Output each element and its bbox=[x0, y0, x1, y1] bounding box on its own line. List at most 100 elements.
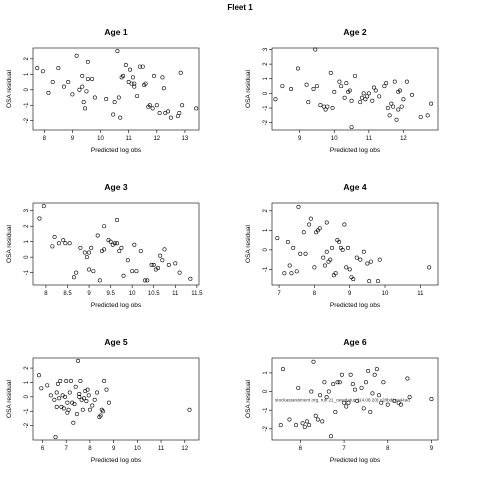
data-point bbox=[302, 424, 307, 429]
y-tick-label: -1 bbox=[263, 407, 269, 413]
data-point bbox=[138, 248, 143, 253]
data-point bbox=[149, 262, 154, 267]
data-point bbox=[52, 235, 57, 240]
data-point bbox=[74, 412, 79, 417]
data-point bbox=[399, 104, 404, 109]
data-point bbox=[87, 407, 92, 412]
y-tick-label: 2 bbox=[24, 224, 30, 228]
data-point bbox=[85, 59, 90, 64]
data-point bbox=[115, 218, 120, 223]
data-point bbox=[67, 241, 72, 246]
data-point bbox=[385, 402, 390, 407]
data-point bbox=[92, 397, 97, 402]
data-point bbox=[37, 216, 42, 221]
x-tick-label: 11 bbox=[126, 136, 133, 142]
data-point bbox=[307, 423, 312, 428]
data-point bbox=[90, 403, 95, 408]
data-point bbox=[50, 244, 55, 249]
x-tick-label: 8.5 bbox=[63, 291, 72, 297]
data-point bbox=[64, 379, 69, 384]
data-point bbox=[56, 66, 61, 71]
data-point bbox=[282, 271, 287, 276]
data-point bbox=[74, 53, 79, 58]
data-point bbox=[368, 259, 373, 264]
x-axis-label: Predicted log obs bbox=[330, 457, 381, 464]
y-tick-label: -1 bbox=[24, 102, 30, 108]
data-point bbox=[370, 391, 375, 396]
x-axis-label: Predicted log obs bbox=[330, 302, 381, 309]
data-point bbox=[61, 84, 66, 89]
x-axis-label: Predicted log obs bbox=[91, 457, 142, 464]
data-point bbox=[156, 265, 161, 270]
data-point bbox=[108, 239, 113, 244]
data-point bbox=[81, 100, 86, 105]
data-point bbox=[285, 240, 290, 245]
y-tick-label: 1 bbox=[24, 72, 30, 76]
data-point bbox=[289, 87, 294, 92]
data-point bbox=[294, 423, 299, 428]
data-point bbox=[111, 112, 116, 117]
data-point bbox=[358, 257, 363, 262]
x-tick-label: 11.5 bbox=[191, 291, 203, 297]
data-point bbox=[151, 73, 156, 78]
data-point bbox=[324, 395, 329, 400]
y-tick-label: -1 bbox=[263, 266, 269, 272]
data-point bbox=[379, 400, 384, 405]
data-point bbox=[39, 386, 44, 391]
y-axis-label: OSA residual bbox=[6, 69, 13, 107]
data-point bbox=[173, 261, 178, 266]
data-point bbox=[387, 113, 392, 118]
x-tick-label: 7 bbox=[342, 446, 346, 452]
x-tick-label: 11 bbox=[417, 291, 424, 297]
data-point bbox=[344, 265, 349, 270]
data-point bbox=[365, 94, 370, 99]
data-point bbox=[77, 394, 82, 399]
data-point bbox=[339, 372, 344, 377]
data-point bbox=[324, 249, 329, 254]
data-point bbox=[73, 384, 78, 389]
data-point bbox=[85, 76, 90, 81]
x-tick-label: 11 bbox=[366, 136, 373, 142]
panel-title: Age 4 bbox=[343, 182, 366, 192]
data-point bbox=[278, 423, 283, 428]
x-tick-label: 6 bbox=[41, 446, 45, 452]
data-point bbox=[132, 242, 137, 247]
data-point bbox=[65, 400, 70, 405]
data-point bbox=[407, 395, 412, 400]
data-point bbox=[301, 230, 306, 235]
x-tick-label: 10 bbox=[331, 136, 338, 142]
data-point bbox=[52, 397, 57, 402]
y-tick-label: 0 bbox=[263, 91, 269, 95]
data-point bbox=[394, 117, 399, 122]
data-point bbox=[53, 435, 58, 440]
y-axis-label: OSA residual bbox=[245, 379, 252, 417]
data-point bbox=[375, 279, 380, 284]
data-point bbox=[382, 84, 387, 89]
data-point bbox=[381, 380, 386, 385]
data-point bbox=[95, 233, 100, 238]
y-tick-label: 3 bbox=[263, 47, 269, 51]
data-point bbox=[134, 269, 139, 274]
data-point bbox=[87, 267, 92, 272]
data-point bbox=[295, 66, 300, 71]
data-point bbox=[314, 84, 319, 89]
data-point bbox=[71, 420, 76, 425]
data-point bbox=[330, 106, 335, 111]
data-point bbox=[50, 80, 55, 85]
data-point bbox=[318, 103, 323, 108]
data-point bbox=[58, 379, 63, 384]
data-point bbox=[352, 387, 357, 392]
data-point bbox=[404, 79, 409, 84]
data-point bbox=[287, 417, 292, 422]
plot-frame bbox=[271, 47, 439, 131]
data-point bbox=[298, 251, 303, 256]
data-point bbox=[178, 70, 183, 75]
data-point bbox=[385, 106, 390, 111]
data-point bbox=[410, 92, 415, 97]
data-point bbox=[401, 97, 406, 102]
data-point bbox=[157, 110, 162, 115]
data-point bbox=[145, 278, 150, 283]
data-point bbox=[280, 84, 285, 89]
